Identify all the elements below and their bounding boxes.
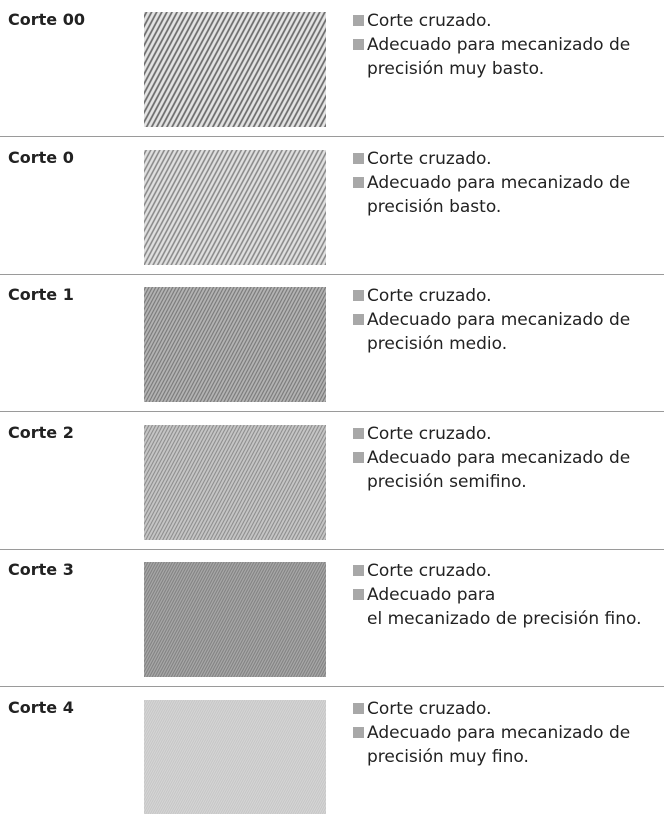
bullet-item: Corte cruzado. (353, 422, 630, 446)
bullet-item: Corte cruzado. (353, 284, 630, 308)
bullet-text: Adecuado para (367, 585, 496, 605)
bullet-text: Adecuado para mecanizado de (367, 172, 631, 193)
bullet-text: Corte cruzado. (367, 423, 492, 444)
bullet-item: Corte cruzado. (353, 147, 630, 171)
bullet-list: Corte cruzado. Adecuado para el mecanizado… (353, 559, 642, 631)
bullet-item: Corte cruzado. (353, 9, 630, 33)
bullet-square (353, 702, 364, 714)
bullet-text: Adecuado para mecanizado de (367, 310, 631, 330)
row-label: Corte 4 (8, 697, 74, 717)
separator (0, 686, 664, 687)
file-texture (144, 699, 326, 814)
bullet-square (353, 451, 364, 463)
file-texture (144, 149, 326, 265)
bullet-square (353, 176, 364, 188)
bullet-square (353, 39, 364, 50)
bullet-list: Corte cruzado. Adecuado para mecanizado d… (353, 9, 630, 81)
bullet-list: Corte cruzado. Adecuado para mecanizado d… (353, 284, 630, 356)
bullet-item: Adecuado para mecanizado de precisión sem… (353, 446, 630, 494)
bullet-square (353, 565, 364, 576)
bullet-square (353, 726, 364, 738)
row: Corte 1 Corte cruzado. Adecuado para mecan… (0, 275, 664, 412)
row-label: Corte 0 (8, 147, 74, 167)
row: Corte 0 Corte cruzado. Adecuado para mecan… (0, 138, 664, 275)
bullet-square (353, 15, 364, 26)
bullet-square (353, 427, 364, 439)
separator (0, 411, 664, 412)
file-texture (144, 12, 326, 127)
separator (0, 136, 664, 137)
bullet-item: Adecuado para el mecanizado de precisión … (353, 583, 642, 631)
bullet-text: Corte cruzado. (367, 11, 492, 31)
bullet-item: Adecuado para mecanizado de precisión muy… (353, 721, 630, 769)
row: Corte 00 Corte cruzado. Adecuado para meca… (0, 0, 664, 137)
bullet-item: Corte cruzado. (353, 559, 642, 583)
bullet-text: precisión semifino. (367, 471, 527, 492)
bullet-item: Adecuado para mecanizado de precisión muy… (353, 33, 630, 81)
file-texture (144, 287, 326, 402)
bullet-list: Corte cruzado. Adecuado para mecanizado d… (353, 697, 630, 769)
bullet-square (353, 152, 364, 164)
bullet-text: precisión muy basto. (367, 59, 545, 79)
bullet-text: precisión medio. (367, 334, 508, 354)
separator (0, 548, 664, 550)
file-texture (144, 424, 326, 540)
bullet-text: precisión muy fino. (367, 746, 529, 767)
bullet-list: Corte cruzado. Adecuado para mecanizado d… (353, 147, 630, 219)
bullet-text: Corte cruzado. (367, 286, 492, 306)
separator (0, 273, 664, 275)
row-label: Corte 2 (8, 422, 74, 442)
bullet-item: Corte cruzado. (353, 697, 630, 721)
bullet-text: el mecanizado de precisión fino. (367, 609, 642, 629)
bullet-text: Corte cruzado. (367, 148, 492, 169)
bullet-text: Corte cruzado. (367, 698, 492, 719)
bullet-text: Adecuado para mecanizado de (367, 35, 631, 55)
row: Corte 4 Corte cruzado. Adecuado para mecan… (0, 688, 664, 814)
bullet-text: precisión basto. (367, 196, 502, 217)
bullet-text: Adecuado para mecanizado de (367, 447, 631, 468)
bullet-item: Adecuado para mecanizado de precisión med… (353, 308, 630, 356)
bullet-text: Corte cruzado. (367, 561, 492, 581)
bullet-square (353, 290, 364, 301)
row: Corte 2 Corte cruzado. Adecuado para mecan… (0, 413, 664, 550)
bullet-item: Adecuado para mecanizado de precisión bas… (353, 171, 630, 219)
bullet-list: Corte cruzado. Adecuado para mecanizado d… (353, 422, 630, 494)
bullet-square (353, 589, 364, 600)
row-label: Corte 00 (8, 10, 85, 29)
row-label: Corte 3 (8, 560, 74, 579)
bullet-square (353, 314, 364, 325)
row-label: Corte 1 (8, 285, 74, 304)
row: Corte 3 Corte cruzado. Adecuado para el mec… (0, 550, 664, 687)
bullet-text: Adecuado para mecanizado de (367, 722, 631, 743)
file-texture (144, 562, 326, 677)
